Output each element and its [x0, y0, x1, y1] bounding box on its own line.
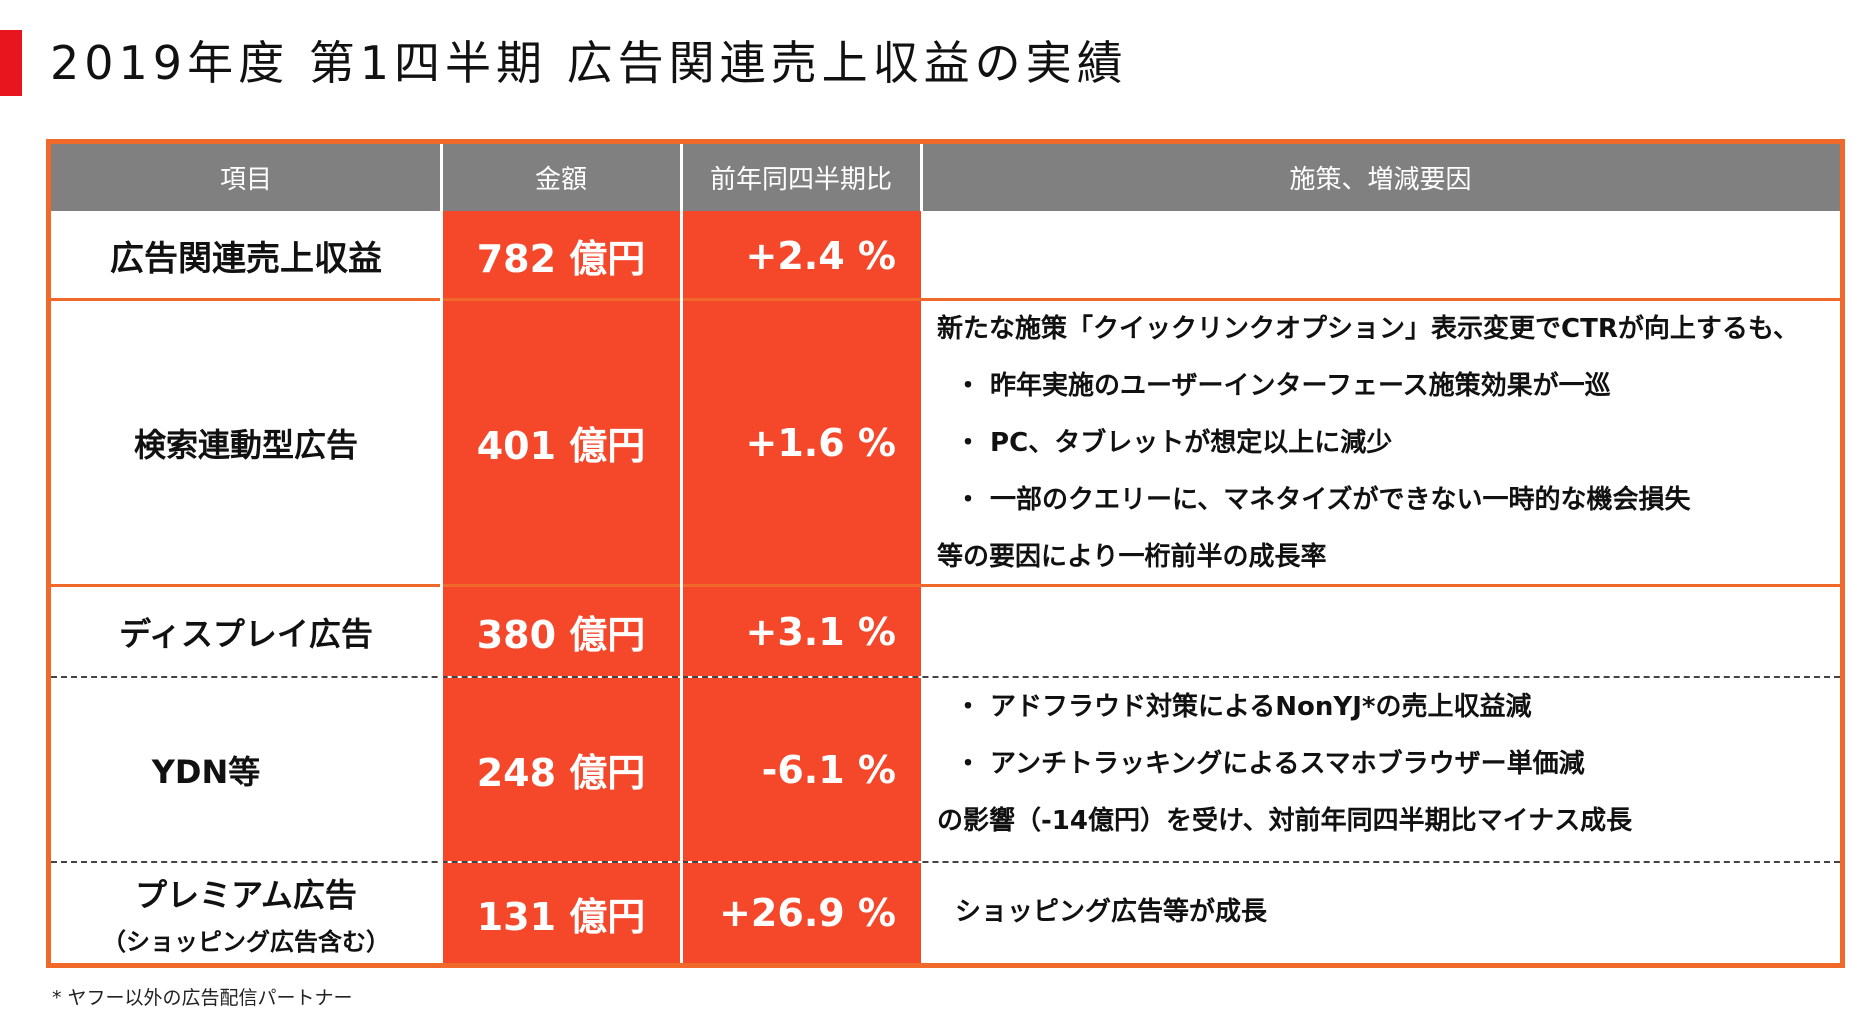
column-divider [680, 211, 683, 963]
amount-cell: 401 億円 [441, 301, 681, 584]
yoy-cell: +1.6 % [681, 301, 921, 584]
amount-cell: 782 億円 [441, 211, 681, 300]
row-label: プレミアム広告 （ショッピング広告含む） [51, 863, 441, 963]
yoy-cell: -6.1 % [681, 678, 921, 861]
page-title: 2019年度 第1四半期 広告関連売上収益の実績 [50, 36, 1128, 90]
header-item: 項目 [51, 144, 441, 211]
row-label: 広告関連売上収益 [110, 239, 382, 279]
factor-notes: ・ アドフラウド対策によるNonYJ*の売上収益減 ・ アンチトラッキングによる… [937, 679, 1632, 850]
row-label-sub: （ショッピング広告含む） [102, 927, 390, 956]
row-label: ディスプレイ広告 [119, 614, 373, 653]
results-table: 項目 金額 前年同四半期比 施策、増減要因 広告関連売上収益 782 億円 +2… [46, 139, 1845, 968]
header-yoy: 前年同四半期比 [681, 144, 921, 211]
row-label: YDN等 [151, 752, 261, 791]
factor-notes: 新たな施策「クイックリンクオプション」表示変更でCTRが向上するも、 ・ 昨年実… [937, 301, 1799, 586]
footnote: * ヤフー以外の広告配信パートナー [52, 987, 353, 1009]
row-divider-dashed [51, 861, 1840, 863]
amount-cell: 380 億円 [441, 587, 681, 676]
row-label: 検索連動型広告 [133, 425, 358, 464]
header-divider [920, 144, 923, 211]
note-line: ・ PC、タブレットが想定以上に減少 [955, 428, 1393, 458]
header-amount: 金額 [441, 144, 681, 211]
amount-cell: 248 億円 [441, 678, 681, 861]
note-line: ・ アンチトラッキングによるスマホブラウザー単価減 [955, 749, 1585, 779]
header-divider [440, 144, 443, 211]
title-accent-bar [0, 30, 22, 96]
row-divider [51, 298, 1840, 301]
yoy-cell: +3.1 % [681, 587, 921, 676]
row-divider-dashed [51, 676, 1840, 678]
yoy-cell: +2.4 % [681, 211, 921, 300]
note-line: の影響（-14億円）を受け、対前年同四半期比マイナス成長 [937, 806, 1633, 836]
amount-cell: 131 億円 [441, 863, 681, 963]
factor-notes: ショッピング広告等が成長 [955, 884, 1267, 941]
note-line: 等の要因により一桁前半の成長率 [937, 542, 1327, 572]
note-line: ・ アドフラウド対策によるNonYJ*の売上収益減 [955, 692, 1532, 722]
column-divider [440, 211, 443, 963]
note-line: ショッピング広告等が成長 [955, 897, 1268, 927]
note-line: ・ 一部のクエリーに、マネタイズができない一時的な機会損失 [955, 485, 1691, 515]
yoy-cell: +26.9 % [681, 863, 921, 963]
row-label-main: プレミアム広告 [135, 875, 357, 914]
note-line: ・ 昨年実施のユーザーインターフェース施策効果が一巡 [955, 371, 1611, 401]
header-factors: 施策、増減要因 [921, 144, 1840, 211]
row-divider [51, 584, 1840, 587]
note-line: 新たな施策「クイックリンクオプション」表示変更でCTRが向上するも、 [937, 314, 1800, 344]
header-divider [680, 144, 683, 211]
